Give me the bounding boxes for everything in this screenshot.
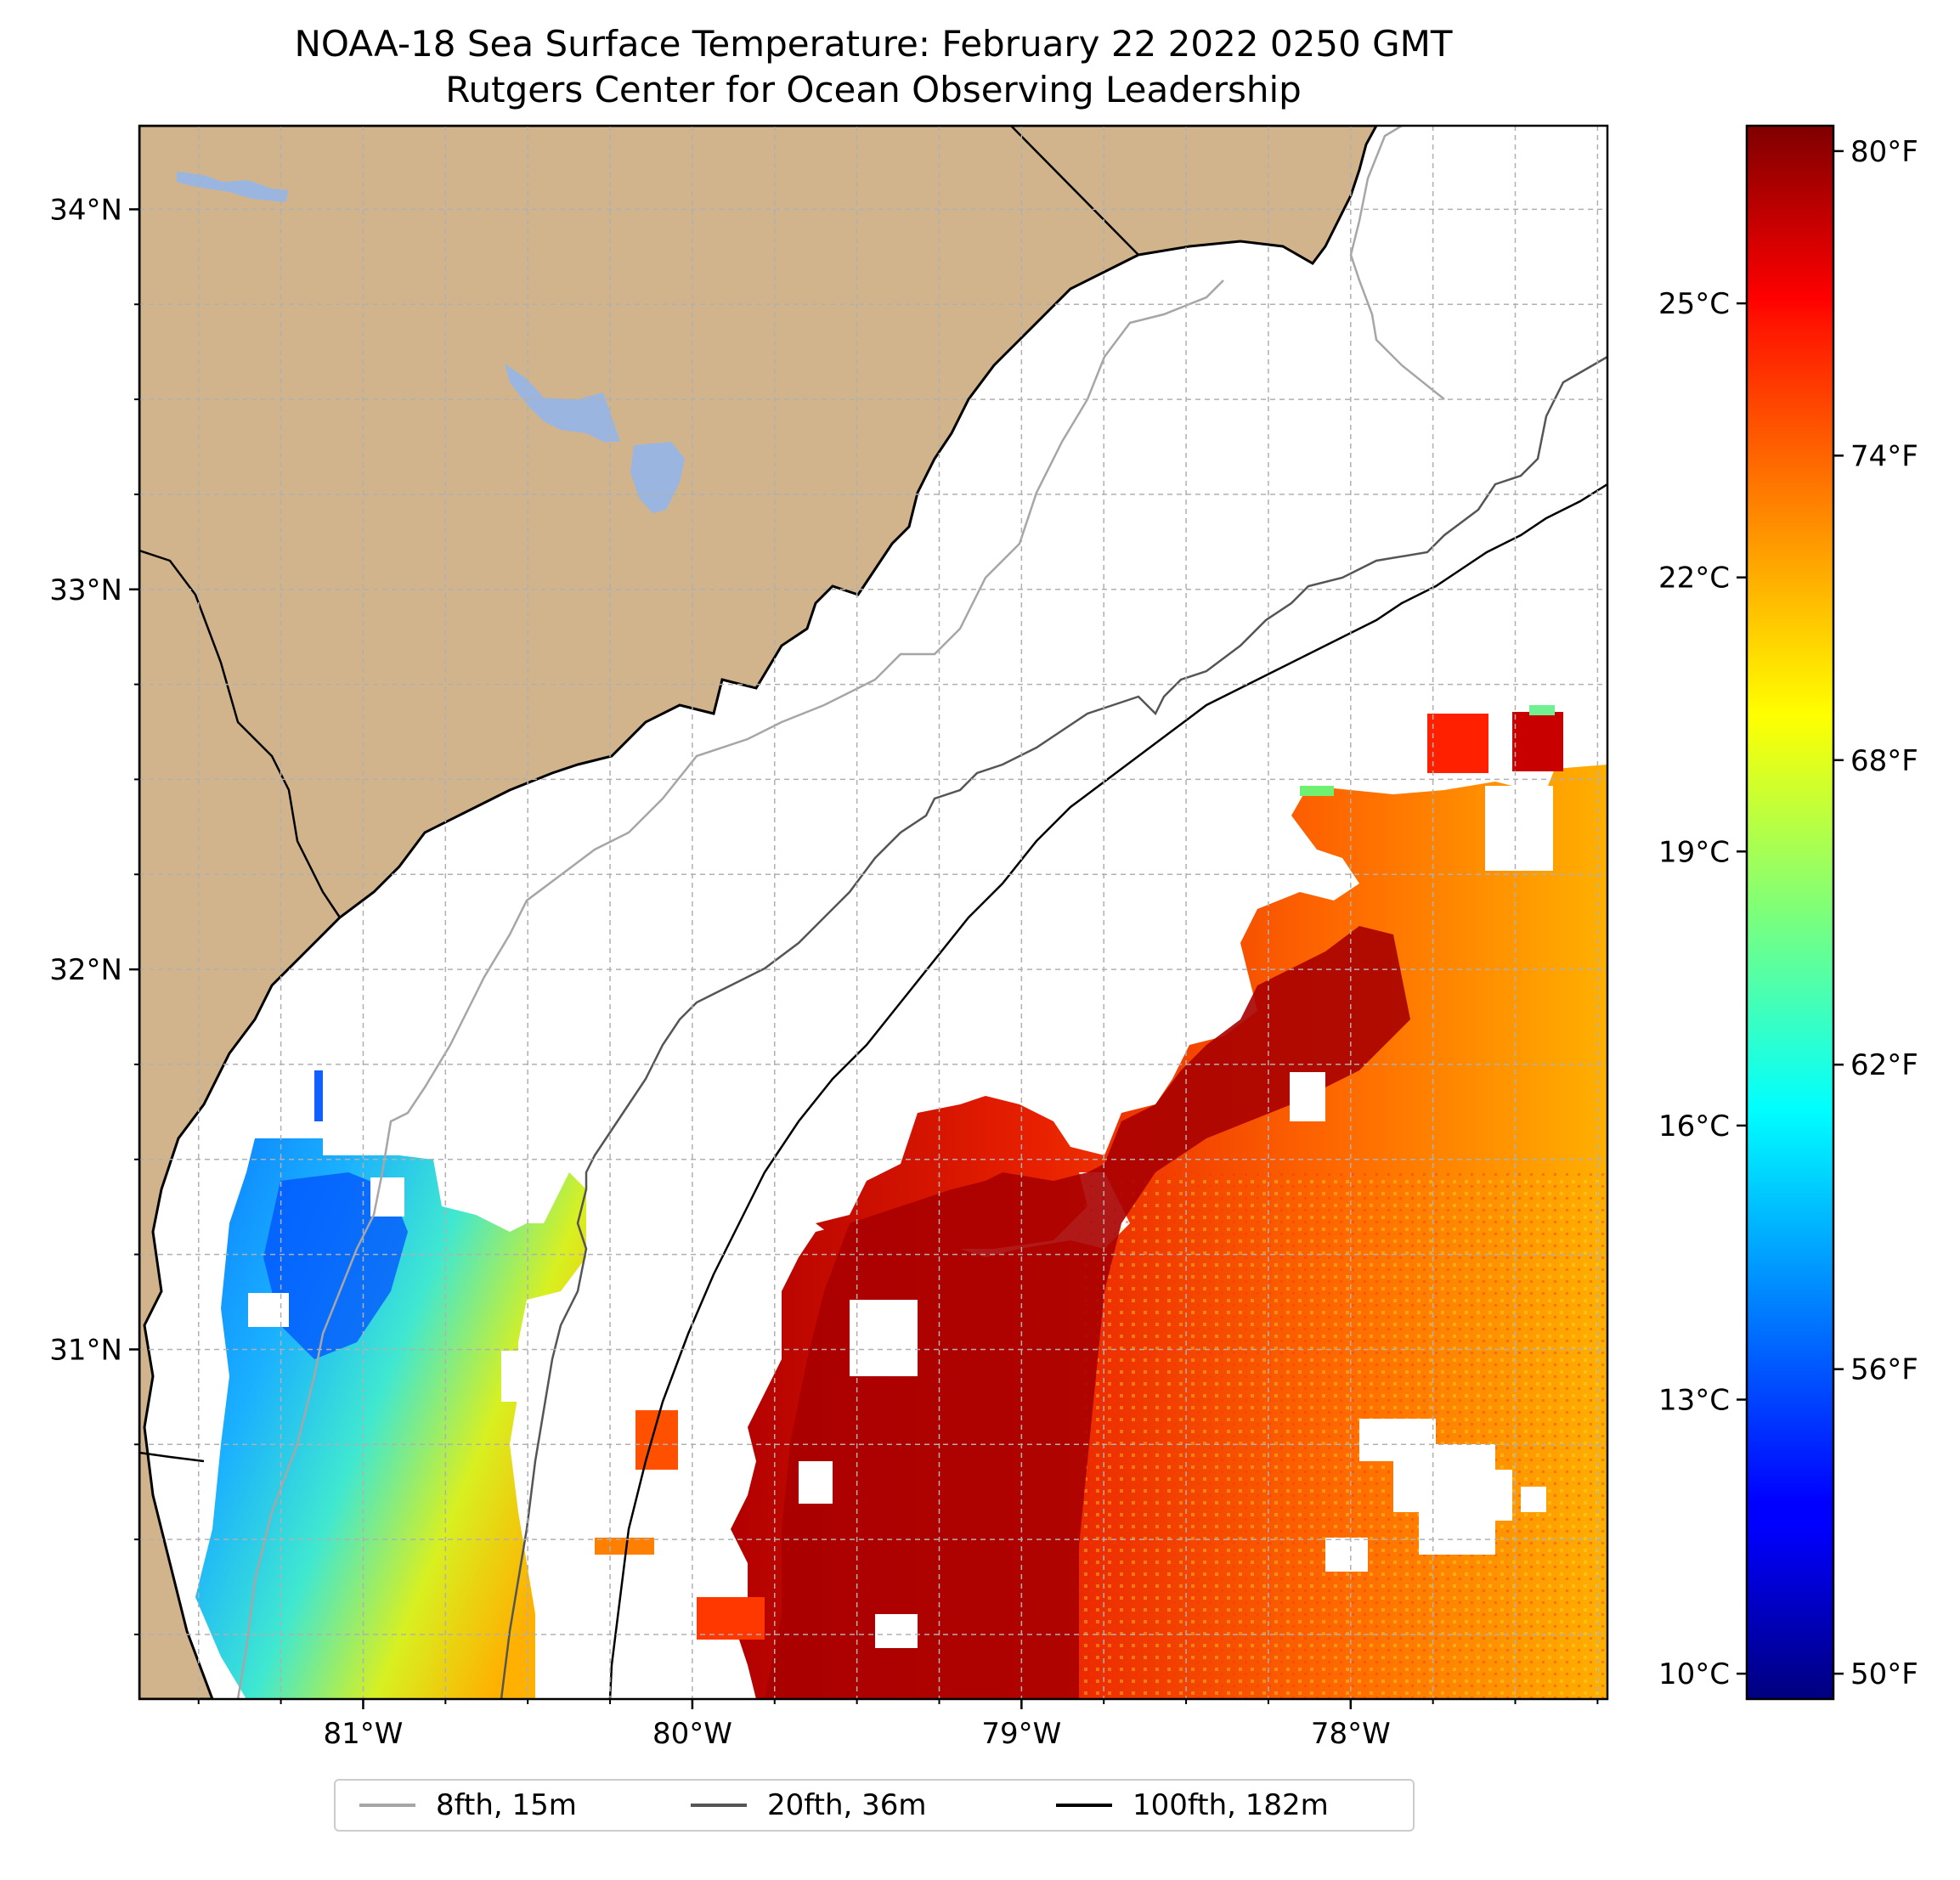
legend-swatch-100fth bbox=[1056, 1804, 1112, 1807]
sst-gulf-stream-core bbox=[765, 926, 1410, 1699]
map-subtitle: Rutgers Center for Ocean Observing Leade… bbox=[445, 69, 1302, 110]
latitude-axis: 34°N 33°N 32°N 31°N bbox=[49, 193, 139, 1635]
lon-tick-label: 80°W bbox=[652, 1717, 732, 1751]
colorbar-f-label: 56°F bbox=[1850, 1353, 1918, 1387]
legend-swatch-20fth bbox=[691, 1804, 747, 1807]
state-border bbox=[139, 126, 1139, 1463]
lakes bbox=[177, 172, 685, 513]
colorbar-c-label: 13°C bbox=[1658, 1384, 1730, 1418]
gridlines bbox=[139, 126, 1607, 1699]
lon-tick-label: 81°W bbox=[324, 1717, 404, 1751]
lon-tick-label: 78°W bbox=[1311, 1717, 1391, 1751]
colorbar-ticks: 80°F 74°F 68°F 62°F 56°F 50°F 25°C 22°C 19°C 16°C… bbox=[1658, 135, 1918, 1691]
map-panel bbox=[139, 126, 1607, 1699]
lat-tick-label: 32°N bbox=[49, 953, 122, 987]
lat-tick-label: 31°N bbox=[49, 1333, 122, 1367]
sst-cold-pixel bbox=[314, 1070, 323, 1121]
sst-gaps-west bbox=[248, 1177, 518, 1402]
sst-warm-patches bbox=[595, 705, 1563, 1640]
lat-tick-label: 33°N bbox=[49, 573, 122, 607]
legend-swatch-8fth bbox=[359, 1804, 415, 1807]
colorbar-f-label: 50°F bbox=[1850, 1657, 1918, 1691]
longitude-axis: 81°W 80°W 79°W 78°W bbox=[197, 1699, 1599, 1751]
colorbar-f-label: 62°F bbox=[1850, 1048, 1918, 1082]
sst-gaps-east bbox=[799, 786, 1553, 1648]
lon-tick-label: 79°W bbox=[981, 1717, 1061, 1751]
colorbar-f-label: 68°F bbox=[1850, 744, 1918, 778]
contour-8fth bbox=[236, 126, 1445, 1699]
map-title: NOAA-18 Sea Surface Temperature: Februar… bbox=[294, 23, 1453, 65]
contour-legend: 8fth, 15m 20fth, 36m 100fth, 182m bbox=[334, 1779, 1415, 1832]
legend-label-20fth: 20fth, 36m bbox=[767, 1788, 927, 1822]
contour-100fth bbox=[608, 483, 1607, 1699]
colorbar-c-label: 10°C bbox=[1658, 1657, 1730, 1691]
land-mass bbox=[139, 126, 1378, 1699]
legend-label-100fth: 100fth, 182m bbox=[1133, 1788, 1329, 1822]
colorbar-c-label: 16°C bbox=[1658, 1109, 1730, 1143]
colorbar-c-label: 25°C bbox=[1658, 287, 1730, 321]
colorbar-c-label: 19°C bbox=[1658, 835, 1730, 869]
contour-20fth bbox=[500, 355, 1607, 1699]
legend-label-8fth: 8fth, 15m bbox=[436, 1788, 577, 1822]
legend-item-100fth: 100fth, 182m bbox=[1056, 1781, 1329, 1830]
legend-item-8fth: 8fth, 15m bbox=[359, 1781, 577, 1830]
sst-speckle-texture bbox=[1079, 1172, 1606, 1699]
lat-tick-label: 34°N bbox=[49, 193, 122, 227]
legend-item-20fth: 20fth, 36m bbox=[691, 1781, 927, 1830]
colorbar-c-label: 22°C bbox=[1658, 562, 1730, 596]
map-frame bbox=[138, 124, 1609, 1701]
colorbar-f-label: 80°F bbox=[1850, 135, 1918, 169]
colorbar-f-label: 74°F bbox=[1850, 439, 1918, 473]
colorbar bbox=[1745, 124, 1835, 1701]
